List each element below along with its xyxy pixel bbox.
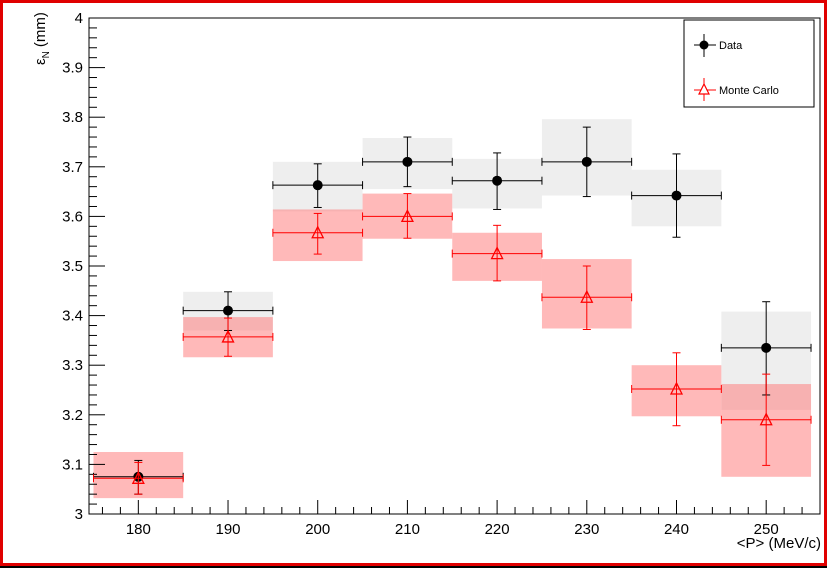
point-mc-250 xyxy=(759,412,773,426)
x-tick-label: 210 xyxy=(395,521,420,538)
x-tick-label: 230 xyxy=(574,521,599,538)
legend-data-marker xyxy=(694,34,716,57)
x-tick-label: 240 xyxy=(664,521,689,538)
legend: Data Monte Carlo xyxy=(683,19,815,108)
point-mc-240 xyxy=(669,381,684,395)
point-data-240 xyxy=(671,190,682,201)
y-tick-label: 3.8 xyxy=(62,109,83,126)
point-mc-220 xyxy=(490,246,504,260)
legend-data-label: Data xyxy=(719,40,743,52)
y-axis-symbol: ε xyxy=(32,58,49,65)
scatter-chart: 3 3.1 3.2 3.3 3.4 3.5 3.6 3.7 3.8 3.9 4 180 190 200 21… xyxy=(32,10,821,552)
y-tick-label: 3.6 xyxy=(62,208,83,225)
x-tick-label: 220 xyxy=(485,521,510,538)
y-axis-title: εN (mm) xyxy=(32,12,52,65)
point-mc-200 xyxy=(311,225,325,239)
legend-box xyxy=(683,19,815,108)
legend-mc-marker xyxy=(694,78,716,101)
point-data-250 xyxy=(761,342,772,353)
x-tick-label: 190 xyxy=(216,521,241,538)
point-mc-190 xyxy=(221,329,235,343)
y-tick-label: 3.9 xyxy=(62,60,83,77)
y-tick-label: 3.1 xyxy=(62,456,83,473)
point-data-200 xyxy=(312,180,323,191)
point-mc-180 xyxy=(131,470,145,484)
x-tick-label: 180 xyxy=(126,521,151,538)
legend-mc-label: Monte Carlo xyxy=(719,85,779,97)
x-axis-title: <P> (MeV/c) xyxy=(737,535,821,552)
y-axis-unit: (mm) xyxy=(32,12,49,47)
y-tick-label: 4 xyxy=(75,10,83,27)
x-tick-label: 200 xyxy=(305,521,330,538)
point-data-230 xyxy=(581,156,592,167)
axis-ticks: 3 3.1 3.2 3.3 3.4 3.5 3.6 3.7 3.8 3.9 4 180 190 200 21… xyxy=(62,10,821,538)
point-data-190 xyxy=(223,305,234,316)
y-tick-label: 3.2 xyxy=(62,407,83,424)
y-tick-label: 3.7 xyxy=(62,159,83,176)
point-mc-210 xyxy=(400,208,414,223)
systematic-bands xyxy=(93,119,812,499)
data-marks xyxy=(92,126,812,495)
point-mc-230 xyxy=(580,289,594,303)
y-tick-label: 3.4 xyxy=(62,308,83,325)
y-tick-label: 3.5 xyxy=(62,258,83,275)
point-data-210 xyxy=(402,156,413,167)
point-data-220 xyxy=(492,175,503,186)
y-axis-subscript: N xyxy=(41,51,52,58)
y-tick-label: 3.3 xyxy=(62,357,83,374)
x-tick-label: 250 xyxy=(754,521,779,538)
y-tick-label: 3 xyxy=(75,506,83,523)
